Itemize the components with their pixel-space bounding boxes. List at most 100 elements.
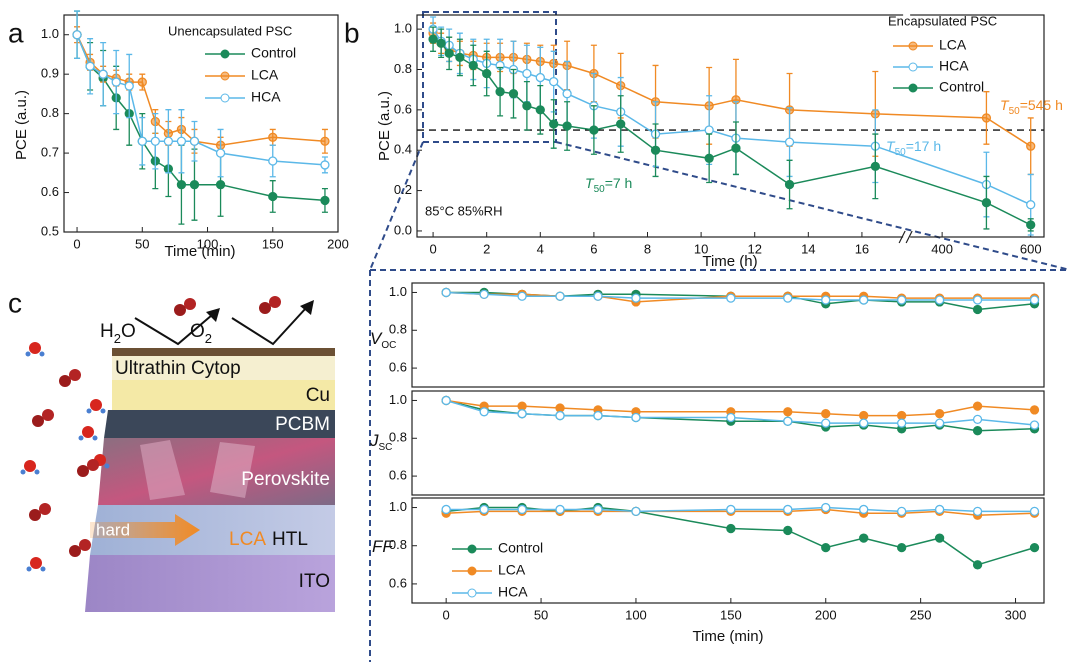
layer-label: HTL: [272, 529, 308, 550]
plot-frame: [411, 390, 1045, 496]
data-point: [897, 418, 907, 428]
layer-label: Perovskite: [241, 469, 330, 490]
axis-break: [903, 13, 911, 17]
data-point: [176, 136, 187, 146]
h-atom: [78, 435, 84, 441]
data-point: [859, 504, 869, 515]
legend-title: Encapsulated PSC: [888, 13, 997, 28]
data-point: [821, 295, 831, 305]
data-point: [593, 291, 603, 301]
text-part: T: [585, 175, 595, 191]
y-tick-label: 0.7: [41, 145, 59, 160]
arrowhead: [206, 308, 220, 322]
series-line: [446, 291, 1035, 303]
water-molecule: [24, 460, 36, 472]
x-tick-label: 100: [197, 236, 219, 251]
data-point: [859, 295, 869, 305]
h-atom: [25, 351, 31, 357]
t50-label: T50=545 h: [1000, 97, 1063, 117]
data-point: [972, 426, 983, 436]
data-point: [517, 291, 527, 301]
layer-label: PCBM: [275, 414, 330, 435]
text-part: SC: [379, 442, 393, 453]
data-point: [859, 533, 869, 543]
h-atom: [26, 566, 32, 572]
y-tick-label: 0.8: [389, 537, 407, 552]
x-tick-label: 2: [483, 241, 490, 256]
pcbm-layer: [104, 410, 335, 438]
oxygen-atom: [59, 375, 71, 387]
x-tick-label: 8: [644, 241, 651, 256]
y-tick-label: 1.0: [389, 392, 407, 407]
data-point: [1029, 405, 1040, 415]
data-point: [1029, 542, 1040, 553]
panel-label: b: [344, 17, 360, 48]
y-tick-label: 0.6: [394, 101, 412, 116]
data-point: [495, 87, 505, 97]
x-tick-label: 0: [443, 607, 450, 622]
y-tick-label: 0.6: [41, 184, 59, 199]
arrowhead: [300, 300, 314, 315]
data-point: [726, 293, 736, 303]
data-point: [593, 504, 603, 515]
x-tick-label: 150: [262, 236, 284, 251]
axis-break: [903, 235, 911, 239]
x-tick-label: 4: [537, 241, 544, 256]
data-point: [859, 410, 869, 421]
data-point: [268, 132, 278, 142]
y-tick-label: 1.0: [389, 284, 407, 299]
plot-frame: [63, 14, 339, 233]
data-point: [1026, 141, 1036, 151]
x-tick-label: 100: [625, 607, 647, 622]
oxygen-atom: [42, 409, 54, 421]
water-molecule: [82, 426, 94, 438]
hard-arrow: [90, 514, 200, 546]
data-point: [555, 291, 565, 301]
data-point: [783, 407, 793, 417]
x-tick-label: 400: [931, 241, 953, 256]
legend-marker: [220, 49, 230, 59]
data-point: [535, 72, 545, 83]
data-point: [726, 504, 736, 515]
plot-frame: [411, 282, 1045, 388]
y-tick-label: 0.8: [389, 322, 407, 337]
cytop-edge: [112, 348, 335, 356]
text-part: 50: [895, 147, 907, 158]
data-point: [189, 180, 200, 190]
h-atom: [92, 435, 98, 441]
oxygen-atom: [29, 509, 41, 521]
data-point: [215, 148, 226, 158]
data-point: [479, 504, 489, 515]
data-point: [215, 180, 226, 190]
crystal: [210, 442, 255, 498]
t50-label: T50=7 h: [585, 175, 632, 195]
crystal: [140, 440, 185, 500]
x-tick-label: 16: [855, 241, 869, 256]
legend-marker: [220, 93, 230, 103]
data-point: [517, 504, 527, 515]
oxygen-atom: [77, 465, 89, 477]
data-point: [549, 119, 559, 129]
oxygen-atom: [32, 415, 44, 427]
h-atom: [40, 566, 46, 572]
y-axis-label: PCE (a.u.): [376, 91, 393, 161]
data-point: [783, 504, 793, 515]
label-part: H: [100, 321, 114, 342]
data-point: [479, 407, 489, 417]
legend-label: LCA: [939, 37, 967, 53]
y-axis-label: PCE (a.u.): [13, 90, 30, 160]
data-point: [934, 504, 945, 515]
x-tick-label: 0: [73, 236, 80, 251]
h-atom: [20, 469, 26, 475]
data-point: [972, 560, 983, 570]
data-point: [972, 401, 983, 411]
oxygen-label: O2: [190, 321, 212, 346]
data-point: [897, 410, 907, 421]
panel-label: c: [8, 287, 22, 318]
y-tick-label: 1.0: [389, 499, 407, 514]
data-point: [555, 403, 565, 413]
data-point: [137, 77, 147, 87]
text-part: T: [1000, 97, 1010, 113]
text-part: FF: [372, 537, 394, 556]
legend-label: LCA: [498, 562, 526, 578]
